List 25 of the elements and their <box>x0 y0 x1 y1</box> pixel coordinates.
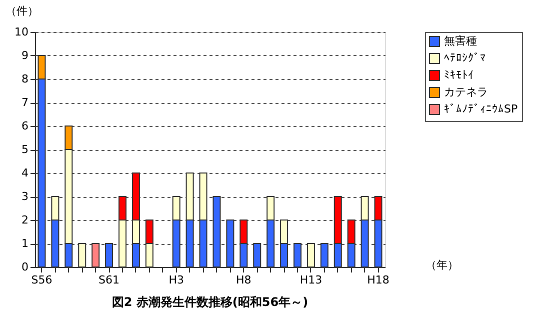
y-tick-label: 7 <box>22 96 28 109</box>
legend-label: ｷﾞﾑﾉﾃﾞｨﾆｳﾑSP <box>444 102 518 116</box>
y-tick-label: 5 <box>22 143 28 156</box>
x-axis-title: （年） <box>426 258 458 272</box>
x-tick-label: H13 <box>300 274 322 286</box>
y-tick-label: 0 <box>22 260 28 274</box>
legend-label: 無害種 <box>444 34 477 48</box>
y-tick-label: 9 <box>22 49 28 62</box>
y-tick-label: 10 <box>14 26 28 38</box>
y-tick-label: 3 <box>22 190 28 203</box>
y-tick-label: 4 <box>22 166 28 180</box>
y-tick-label: 2 <box>22 214 28 226</box>
legend-label: ﾍﾃﾛｼｸﾞﾏ <box>444 52 486 64</box>
y-tick-label: 8 <box>22 72 28 86</box>
y-tick-label: 1 <box>22 237 28 250</box>
x-tick-label: H3 <box>168 274 184 286</box>
legend-label: ﾐｷﾓﾄｲ <box>444 68 474 82</box>
y-tick-label: 6 <box>22 120 28 132</box>
x-tick-label: H8 <box>236 274 252 286</box>
x-tick-label: S61 <box>98 274 120 286</box>
legend-label: カテネラ <box>444 86 488 98</box>
x-tick-label: S56 <box>31 274 52 286</box>
y-axis-title: （件） <box>6 4 38 18</box>
x-tick-label: H18 <box>367 274 390 286</box>
text: 図2 赤潮発生件数推移(昭和56年～) <box>112 295 308 309</box>
